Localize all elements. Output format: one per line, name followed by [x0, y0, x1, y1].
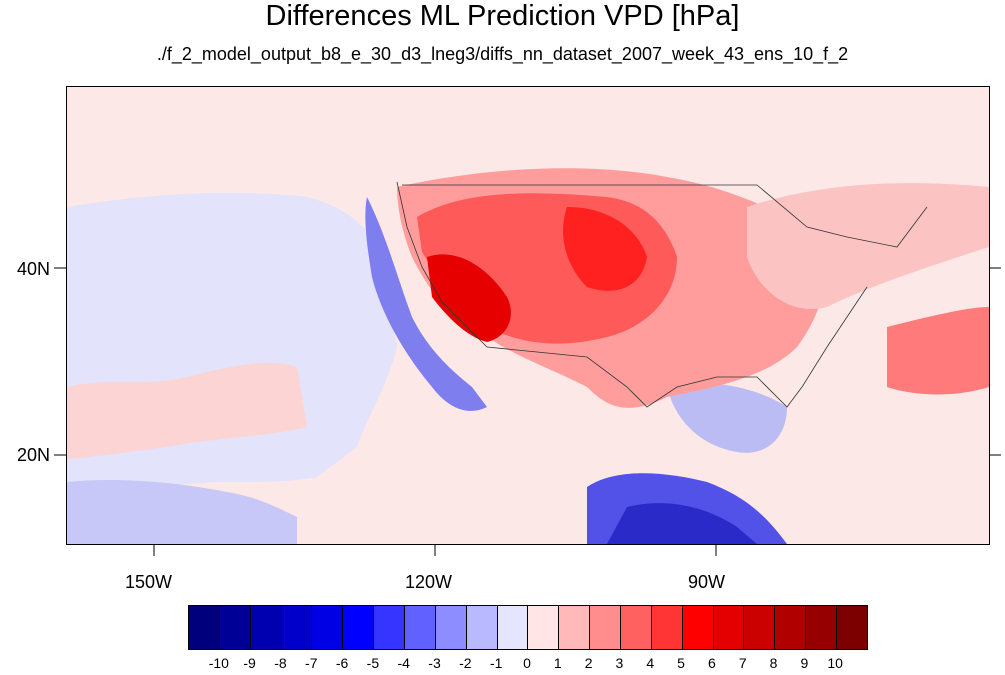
lat-label-40n: 40N [17, 259, 51, 279]
colorbar-swatch [405, 606, 436, 649]
colorbar [188, 605, 868, 650]
colorbar-label: 9 [800, 655, 809, 671]
colorbar-label: 1 [553, 655, 562, 671]
colorbar-label: 3 [615, 655, 624, 671]
colorbar-label: -6 [335, 655, 349, 671]
colorbar-swatch [281, 606, 313, 649]
lon-label-90w: 90W [688, 572, 726, 592]
colorbar-swatch [497, 606, 529, 649]
colorbar-label: -4 [397, 655, 410, 671]
colorbar-swatch [559, 606, 591, 649]
colorbar-swatch [219, 606, 251, 649]
colorbar-swatch [343, 606, 375, 649]
colorbar-label: 5 [677, 655, 685, 671]
colorbar-swatch [528, 606, 560, 649]
colorbar-swatch [374, 606, 406, 649]
colorbar-label: -8 [274, 655, 287, 671]
colorbar-label: 8 [769, 655, 778, 671]
colorbar-label: 2 [584, 655, 593, 671]
colorbar-swatch [435, 606, 467, 649]
colorbar-label: -2 [459, 655, 472, 671]
colorbar-label: 0 [523, 655, 531, 671]
colorbar-swatch [682, 606, 714, 649]
vpd-difference-field [67, 87, 989, 544]
colorbar-swatch [466, 606, 498, 649]
colorbar-swatch [590, 606, 622, 649]
colorbar-swatch [806, 606, 838, 649]
colorbar-swatch [713, 606, 745, 649]
colorbar-swatch [621, 606, 652, 649]
colorbar-swatch [775, 606, 807, 649]
lon-label-120w: 120W [405, 572, 453, 592]
colorbar-swatch [837, 606, 867, 649]
colorbar-label: -5 [366, 655, 380, 671]
colorbar-swatch [312, 606, 344, 649]
colorbar-label: -1 [489, 655, 503, 671]
colorbar-label: 7 [738, 655, 747, 671]
colorbar-swatch [744, 606, 776, 649]
colorbar-label: -3 [428, 655, 441, 671]
lon-label-150w: 150W [125, 572, 173, 592]
colorbar-label: 6 [708, 655, 716, 671]
map-panel [66, 86, 990, 545]
colorbar-swatch [250, 606, 282, 649]
colorbar-label: -9 [243, 655, 256, 671]
colorbar-swatch [189, 606, 220, 649]
colorbar-label: 4 [646, 655, 655, 671]
colorbar-label: -7 [305, 655, 318, 671]
colorbar-label: -10 [208, 655, 229, 671]
chart-subtitle: ./f_2_model_output_b8_e_30_d3_lneg3/diff… [156, 44, 849, 64]
colorbar-labels: -10 -9 -8 -7 -6 -5 -4 -3 -2 -1 0 1 2 3 4 5 6 7 8 9 10 [0, 655, 1005, 675]
colorbar-swatch [651, 606, 683, 649]
lat-label-20n: 20N [17, 445, 51, 465]
colorbar-label: 10 [827, 655, 843, 671]
chart-title: Differences ML Prediction VPD [hPa] [265, 0, 740, 32]
